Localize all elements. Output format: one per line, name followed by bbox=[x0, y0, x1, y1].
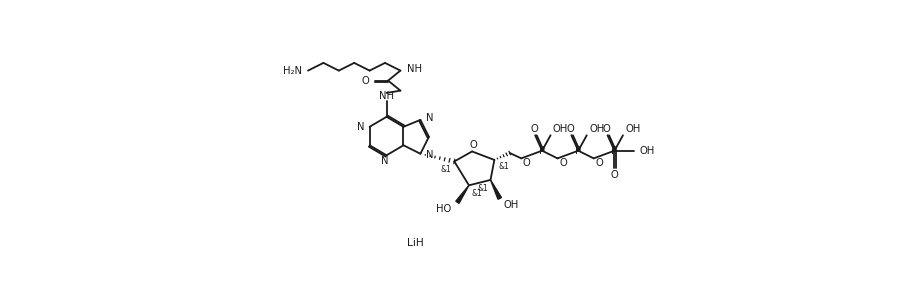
Text: &1: &1 bbox=[477, 184, 488, 193]
Text: P: P bbox=[539, 146, 545, 156]
Polygon shape bbox=[456, 185, 469, 203]
Text: &1: &1 bbox=[498, 162, 509, 171]
Text: N: N bbox=[357, 122, 364, 132]
Text: O: O bbox=[361, 76, 370, 86]
Text: OH: OH bbox=[504, 200, 519, 210]
Text: N: N bbox=[381, 156, 389, 166]
Text: LiH: LiH bbox=[408, 238, 424, 248]
Polygon shape bbox=[490, 180, 501, 199]
Text: HO: HO bbox=[436, 204, 451, 214]
Text: O: O bbox=[567, 124, 574, 134]
Text: &1: &1 bbox=[471, 188, 482, 198]
Text: O: O bbox=[560, 158, 567, 168]
Text: O: O bbox=[611, 170, 619, 180]
Text: OH: OH bbox=[625, 124, 641, 134]
Text: P: P bbox=[575, 146, 582, 156]
Text: &1: &1 bbox=[440, 165, 451, 174]
Text: O: O bbox=[531, 124, 538, 134]
Text: NH: NH bbox=[379, 91, 394, 101]
Text: O: O bbox=[596, 158, 603, 168]
Text: P: P bbox=[612, 146, 618, 156]
Text: O: O bbox=[523, 158, 531, 168]
Text: OH: OH bbox=[639, 146, 654, 156]
Text: OH: OH bbox=[589, 124, 604, 134]
Text: H₂N: H₂N bbox=[283, 65, 302, 76]
Text: N: N bbox=[426, 150, 433, 160]
Text: OH: OH bbox=[553, 124, 568, 134]
Text: N: N bbox=[426, 113, 433, 123]
Text: O: O bbox=[602, 124, 611, 134]
Text: O: O bbox=[469, 140, 477, 150]
Text: NH: NH bbox=[407, 64, 421, 74]
